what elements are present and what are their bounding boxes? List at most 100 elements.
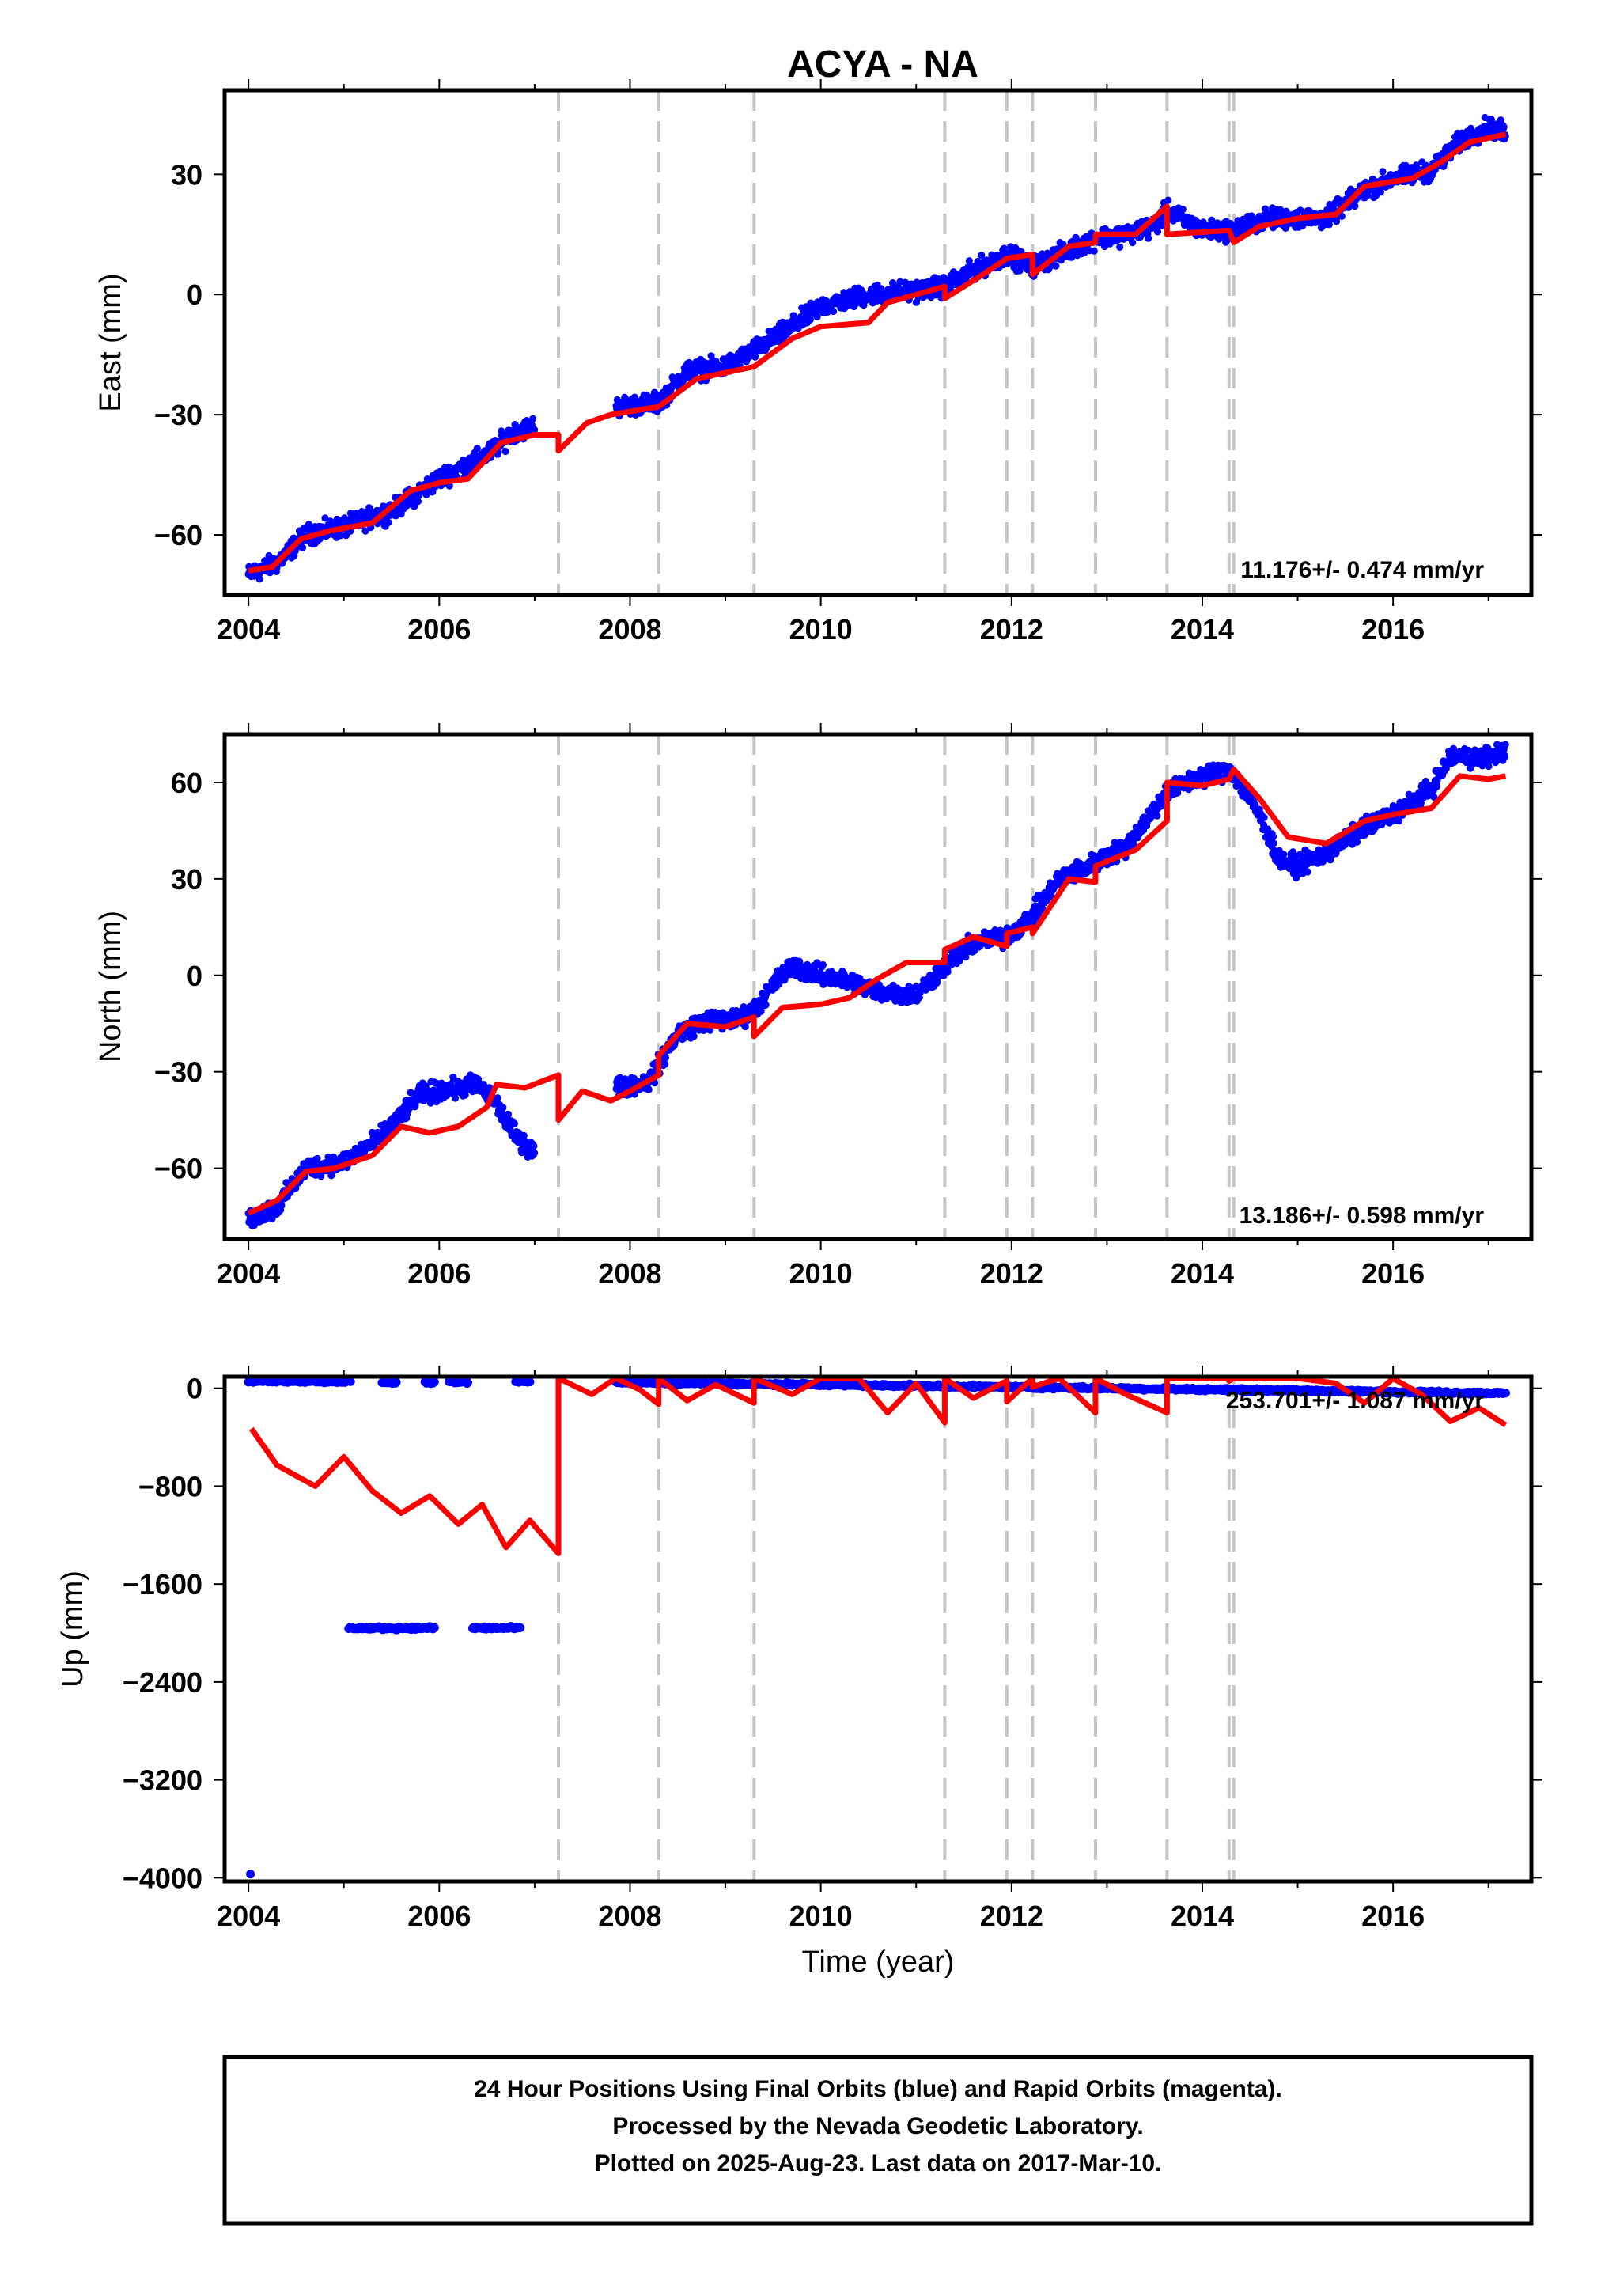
observation-point	[819, 960, 827, 969]
observation-point	[1223, 237, 1231, 244]
up-observations	[244, 1375, 1510, 1879]
observation-point	[510, 1120, 519, 1127]
observation-point	[422, 491, 430, 498]
observation-point	[1153, 228, 1162, 236]
observation-point	[414, 498, 422, 506]
observation-point	[411, 1102, 419, 1110]
observation-point	[255, 575, 263, 583]
east-panel: 2004 2006 2008 2010 2012 2014 2016 300−30−60 E…	[94, 79, 1542, 646]
observation-point	[1145, 234, 1152, 242]
north-event-lines	[557, 734, 1236, 1239]
observation-point	[1158, 222, 1167, 229]
observation-point	[690, 1032, 698, 1040]
observation-point	[1501, 752, 1509, 760]
observation-point	[789, 312, 797, 320]
observation-point	[384, 518, 392, 527]
x-tick-label: 2016	[1361, 1257, 1425, 1290]
observation-point	[661, 1054, 670, 1062]
east-y-tick-labels: 30 0 −30 −60	[154, 158, 202, 551]
y-tick-label: −30	[154, 399, 202, 431]
east-model	[248, 131, 1507, 574]
observation-point	[499, 1104, 507, 1112]
observation-point	[1501, 741, 1509, 748]
y-tick-label: −30	[154, 1056, 202, 1089]
y-tick-label: 30	[171, 158, 202, 191]
observation-point	[305, 521, 312, 529]
observation-point	[757, 1007, 765, 1015]
chart-title: ACYA - NA	[787, 44, 978, 85]
observation-point	[501, 447, 509, 456]
observation-point	[1379, 168, 1387, 176]
x-tick-label: 2010	[789, 613, 853, 646]
observation-point	[336, 532, 344, 540]
observation-point	[278, 1202, 286, 1210]
model-line	[248, 131, 1507, 574]
observation-point	[298, 544, 307, 551]
north-rate-label: 13.186+/- 0.598 mm/yr	[1240, 1203, 1485, 1229]
observation-point	[1260, 813, 1268, 821]
observation-point	[1016, 267, 1024, 275]
observation-point	[1001, 248, 1009, 256]
observation-point	[473, 445, 481, 453]
observation-point	[430, 1377, 439, 1387]
observation-point	[525, 1377, 535, 1387]
x-tick-label: 2012	[980, 1257, 1043, 1290]
x-tick-label: 2004	[217, 613, 280, 646]
observation-point	[451, 1094, 460, 1102]
observation-point	[762, 1001, 770, 1009]
observation-point	[504, 1110, 513, 1118]
observation-point	[1208, 216, 1216, 224]
north-y-axis-label: North (mm)	[94, 911, 127, 1063]
observation-point	[978, 252, 986, 260]
observation-point	[751, 353, 759, 361]
x-tick-label: 2010	[789, 1257, 853, 1290]
y-tick-label: −60	[154, 1153, 202, 1185]
east-frame	[222, 88, 1534, 597]
x-tick-label: 2014	[1171, 1257, 1234, 1290]
observation-point	[1164, 196, 1172, 204]
y-tick-label: −60	[154, 519, 202, 551]
x-tick-label: 2006	[407, 1257, 471, 1290]
observation-point	[1270, 839, 1277, 847]
observation-point	[1333, 218, 1341, 225]
observation-point	[531, 1149, 539, 1157]
y-tick-label: 0	[187, 960, 202, 992]
north-panel: 2004 2006 2008 2010 2012 2014 2016 60300−30−60…	[94, 723, 1542, 1290]
observation-point	[1090, 247, 1098, 255]
x-tick-label: 2016	[1361, 613, 1425, 646]
observation-point	[1179, 206, 1187, 214]
x-tick-label: 2006	[407, 613, 471, 646]
observation-point	[645, 1085, 653, 1093]
x-tick-label: 2008	[598, 1257, 661, 1290]
observation-point	[1129, 239, 1137, 247]
y-tick-label: 0	[187, 278, 202, 311]
east-observations	[244, 113, 1509, 583]
observation-point	[1116, 243, 1124, 251]
observation-point	[1376, 188, 1384, 196]
north-x-tick-labels: 2004 2006 2008 2010 2012 2014 2016	[217, 1257, 1425, 1290]
observation-point	[392, 1377, 401, 1387]
observation-point	[1364, 191, 1372, 199]
x-tick-label: 2008	[598, 613, 661, 646]
observation-point	[1052, 262, 1060, 270]
north-observations	[244, 741, 1509, 1229]
observation-point	[426, 1099, 434, 1107]
observation-point	[965, 257, 973, 265]
observation-point	[461, 1091, 469, 1099]
east-event-lines	[557, 90, 1236, 595]
observation-point	[530, 1142, 538, 1150]
observation-point	[1487, 116, 1495, 123]
observation-point	[1433, 782, 1440, 790]
observation-point	[486, 1084, 494, 1092]
observation-point	[1304, 868, 1311, 876]
east-x-tick-labels: 2004 2006 2008 2010 2012 2014 2016	[217, 613, 1425, 646]
observation-point	[1296, 206, 1304, 214]
east-rate-label: 11.176+/- 0.474 mm/yr	[1240, 557, 1484, 583]
observation-point	[321, 514, 329, 522]
observation-point	[313, 1154, 321, 1162]
observation-point	[1368, 186, 1376, 194]
east-y-axis-label: East (mm)	[94, 273, 127, 411]
observation-point	[1153, 812, 1161, 820]
